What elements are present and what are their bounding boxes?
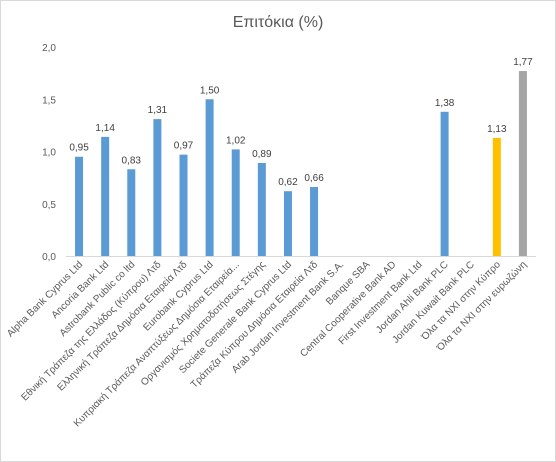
bar (492, 137, 501, 256)
data-label: 0,83 (122, 155, 142, 166)
bar (205, 99, 214, 256)
bar (231, 149, 240, 256)
y-tick-label: 0,0 (42, 252, 56, 263)
bar (283, 191, 292, 256)
data-label: 1,14 (95, 123, 115, 134)
data-label: 1,38 (435, 98, 455, 109)
data-label: 1,77 (513, 57, 533, 68)
y-axis: 0,0 0,5 1,0 1,5 2,0 (42, 43, 56, 263)
bar (75, 156, 84, 256)
data-label: 1,02 (226, 135, 246, 146)
bars (75, 71, 527, 256)
bar (179, 154, 188, 256)
data-label: 1,50 (200, 85, 220, 96)
data-label: 0,62 (278, 177, 298, 188)
bar (101, 136, 110, 256)
data-label: 1,13 (487, 124, 507, 135)
bar (153, 119, 162, 256)
bar (518, 71, 527, 256)
data-label: 0,95 (69, 143, 89, 154)
bar (310, 187, 319, 256)
y-tick-label: 1,0 (42, 148, 56, 159)
bar (440, 111, 449, 256)
data-label: 1,31 (148, 105, 168, 116)
chart-title: Επιτόκια (%) (233, 14, 324, 31)
bar (257, 162, 266, 256)
bar (127, 169, 136, 256)
y-tick-label: 2,0 (42, 43, 56, 54)
y-tick-label: 1,5 (42, 95, 56, 106)
data-label: 0,66 (304, 173, 324, 184)
data-labels: 0,95 1,14 0,83 1,31 0,97 1,50 1,02 0,89 0,62 0,66… (69, 57, 533, 188)
data-label: 0,89 (252, 149, 272, 160)
data-label: 0,97 (174, 141, 194, 152)
y-tick-label: 0,5 (42, 200, 56, 211)
